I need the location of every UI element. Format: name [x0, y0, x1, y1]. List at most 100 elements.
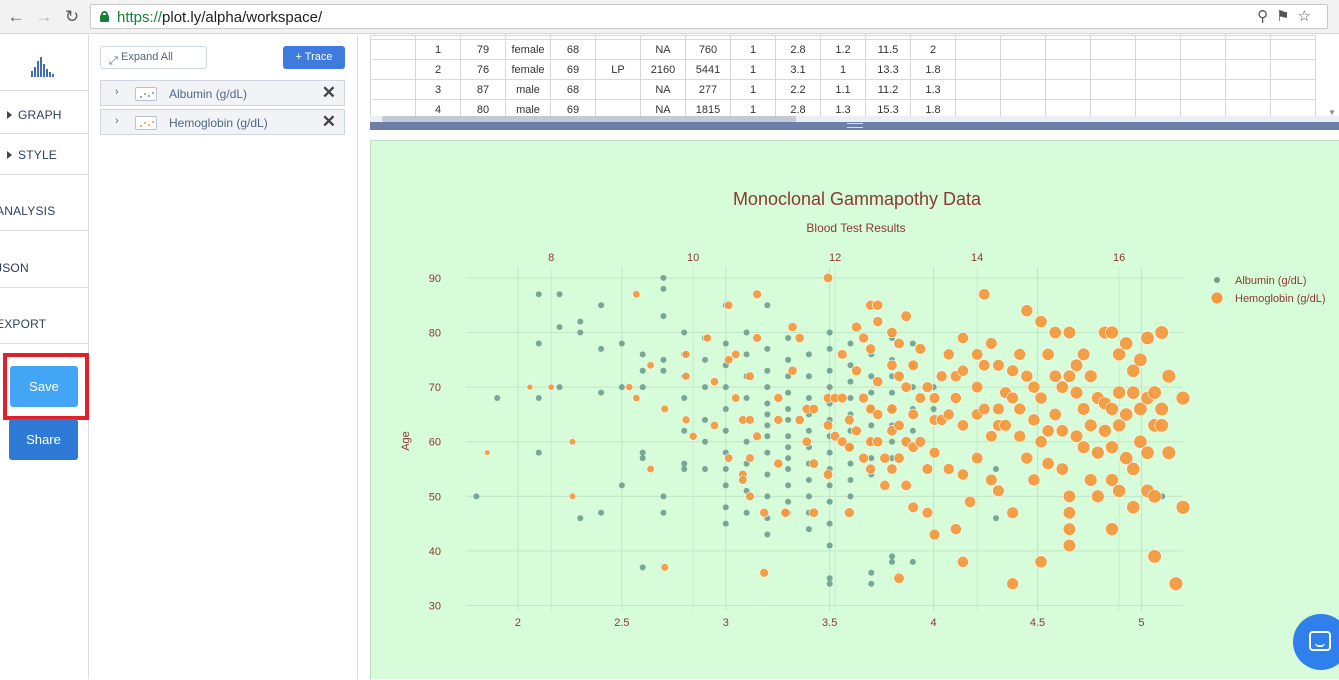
grid-cell[interactable] — [1180, 39, 1226, 60]
plotly-logo-icon[interactable] — [31, 57, 57, 77]
grid-cell[interactable]: 1 — [730, 59, 776, 80]
grid-cell[interactable] — [1180, 59, 1226, 80]
close-icon[interactable]: ✕ — [321, 112, 336, 131]
grid-cell[interactable]: 760 — [685, 39, 731, 60]
grid-cell[interactable]: 69 — [550, 99, 596, 119]
grid-cell[interactable] — [1270, 39, 1316, 60]
grid-cell[interactable] — [1225, 59, 1271, 80]
grid-cell[interactable] — [1000, 59, 1046, 80]
sidebar-item-json[interactable]: JSON — [0, 261, 85, 275]
expand-all-button[interactable]: ⤢ Expand All — [100, 46, 207, 69]
sidebar-item-graph[interactable]: GRAPH — [0, 108, 89, 122]
grid-cell[interactable] — [1135, 39, 1181, 60]
star-icon[interactable]: ☆ — [1297, 8, 1319, 25]
grid-cell[interactable] — [370, 39, 416, 60]
plot-area[interactable]: Monoclonal Gammapothy Data Blood Test Re… — [370, 140, 1339, 679]
grid-cell[interactable]: 1 — [820, 59, 866, 80]
grid-cell[interactable]: 80 — [460, 99, 506, 119]
scatter-chart[interactable]: 30 40 50 60 70 80 90 2 2.5 3 3.5 4 4.5 5 8 10 12 14 16 Age A… — [371, 141, 1339, 680]
table-row[interactable]: 2 76 female 69 LP 2160 5441 1 3.1 1 13.3 1.8 — [370, 59, 1316, 80]
sidebar-item-style[interactable]: STYLE — [0, 148, 89, 162]
grid-cell[interactable] — [595, 39, 641, 60]
sidebar-item-export[interactable]: EXPORT — [0, 317, 85, 331]
scroll-down-icon[interactable]: ▼ — [1328, 108, 1336, 117]
grid-cell[interactable]: 1.1 — [820, 79, 866, 100]
grid-cell[interactable]: 11.2 — [865, 79, 911, 100]
grid-cell[interactable] — [1090, 39, 1136, 60]
grid-cell[interactable]: 1.8 — [910, 59, 956, 80]
grid-cell[interactable] — [1225, 79, 1271, 100]
grid-cell[interactable]: 76 — [460, 59, 506, 80]
grid-cell[interactable]: 15.3 — [865, 99, 911, 119]
zoom-icon[interactable]: ⚲ — [1257, 8, 1277, 25]
pin-icon[interactable]: ⚑ — [1276, 8, 1298, 25]
grid-cell[interactable] — [370, 59, 416, 80]
grid-horizontal-scrollbar[interactable] — [370, 116, 1339, 122]
data-grid[interactable]: 1 79 female 68 NA 760 1 2.8 1.2 11.5 2 2 76 female 69 L… — [370, 35, 1339, 119]
grid-cell[interactable] — [1270, 79, 1316, 100]
table-row[interactable]: 3 87 male 68 NA 277 1 2.2 1.1 11.2 1.3 — [370, 79, 1316, 100]
trace-item-hemoglobin[interactable]: › Hemoglobin (g/dL) ✕ — [100, 109, 345, 135]
address-bar[interactable]: https://plot.ly/alpha/workspace/ ⚲⚑☆ — [90, 4, 1328, 29]
grid-cell[interactable]: male — [505, 99, 551, 119]
chevron-right-icon[interactable]: › — [115, 115, 119, 127]
grid-cell[interactable] — [1135, 59, 1181, 80]
grid-cell[interactable] — [955, 59, 1001, 80]
sidebar-item-analysis[interactable]: ANALYSIS — [0, 204, 85, 218]
share-button[interactable]: Share — [9, 419, 78, 460]
grid-cell[interactable] — [1000, 39, 1046, 60]
grid-cell[interactable]: 2 — [910, 39, 956, 60]
grid-cell[interactable] — [595, 79, 641, 100]
grid-cell[interactable]: 1 — [730, 39, 776, 60]
grid-cell[interactable] — [1090, 59, 1136, 80]
grid-cell[interactable]: 1 — [415, 39, 461, 60]
grid-cell[interactable] — [1045, 79, 1091, 100]
grid-cell[interactable] — [1135, 79, 1181, 100]
grid-cell[interactable]: 3 — [415, 79, 461, 100]
close-icon[interactable]: ✕ — [321, 83, 336, 102]
grid-cell[interactable] — [1045, 59, 1091, 80]
grid-cell[interactable]: 2160 — [640, 59, 686, 80]
grid-cell[interactable]: LP — [595, 59, 641, 80]
chat-launcher-button[interactable] — [1293, 614, 1339, 670]
grid-cell[interactable] — [1090, 79, 1136, 100]
grid-cell[interactable]: 1.3 — [910, 79, 956, 100]
grid-cell[interactable] — [370, 79, 416, 100]
grid-cell[interactable]: male — [505, 79, 551, 100]
grid-cell[interactable]: 1 — [730, 79, 776, 100]
grid-cell[interactable]: 69 — [550, 59, 596, 80]
grid-cell[interactable]: 5441 — [685, 59, 731, 80]
grid-cell[interactable]: 2.2 — [775, 79, 821, 100]
table-row[interactable]: 4 80 male 69 NA 1815 1 2.8 1.3 15.3 1.8 — [370, 99, 1316, 119]
grid-cell[interactable]: female — [505, 39, 551, 60]
grid-cell[interactable]: female — [505, 59, 551, 80]
grid-cell[interactable] — [1225, 39, 1271, 60]
grid-cell[interactable]: NA — [640, 39, 686, 60]
grid-cell[interactable] — [955, 39, 1001, 60]
grid-cell[interactable]: 13.3 — [865, 59, 911, 80]
grid-cell[interactable]: 2 — [415, 59, 461, 80]
grid-cell[interactable]: NA — [640, 79, 686, 100]
grid-cell[interactable]: 11.5 — [865, 39, 911, 60]
trace-item-albumin[interactable]: › Albumin (g/dL) ✕ — [100, 80, 345, 106]
scrollbar-thumb[interactable] — [382, 116, 796, 122]
forward-icon[interactable]: → — [35, 7, 53, 26]
grid-cell[interactable] — [1180, 79, 1226, 100]
grid-cell[interactable]: 2.8 — [775, 39, 821, 60]
save-button[interactable]: Save — [10, 366, 78, 407]
drag-handle-icon[interactable] — [847, 123, 863, 128]
table-row[interactable]: 1 79 female 68 NA 760 1 2.8 1.2 11.5 2 — [370, 39, 1316, 60]
chevron-right-icon[interactable]: › — [115, 86, 119, 98]
back-icon[interactable]: ← — [7, 7, 25, 26]
grid-cell[interactable]: 277 — [685, 79, 731, 100]
grid-cell[interactable] — [1045, 39, 1091, 60]
grid-cell[interactable]: 87 — [460, 79, 506, 100]
data-table[interactable]: 1 79 female 68 NA 760 1 2.8 1.2 11.5 2 2 76 female 69 L… — [370, 35, 1316, 119]
grid-cell[interactable]: 79 — [460, 39, 506, 60]
reload-icon[interactable]: ↻ — [64, 7, 80, 26]
grid-cell[interactable] — [1270, 59, 1316, 80]
grid-cell[interactable]: 1.8 — [910, 99, 956, 119]
grid-cell[interactable] — [955, 79, 1001, 100]
grid-cell[interactable]: 68 — [550, 79, 596, 100]
grid-cell[interactable]: 68 — [550, 39, 596, 60]
